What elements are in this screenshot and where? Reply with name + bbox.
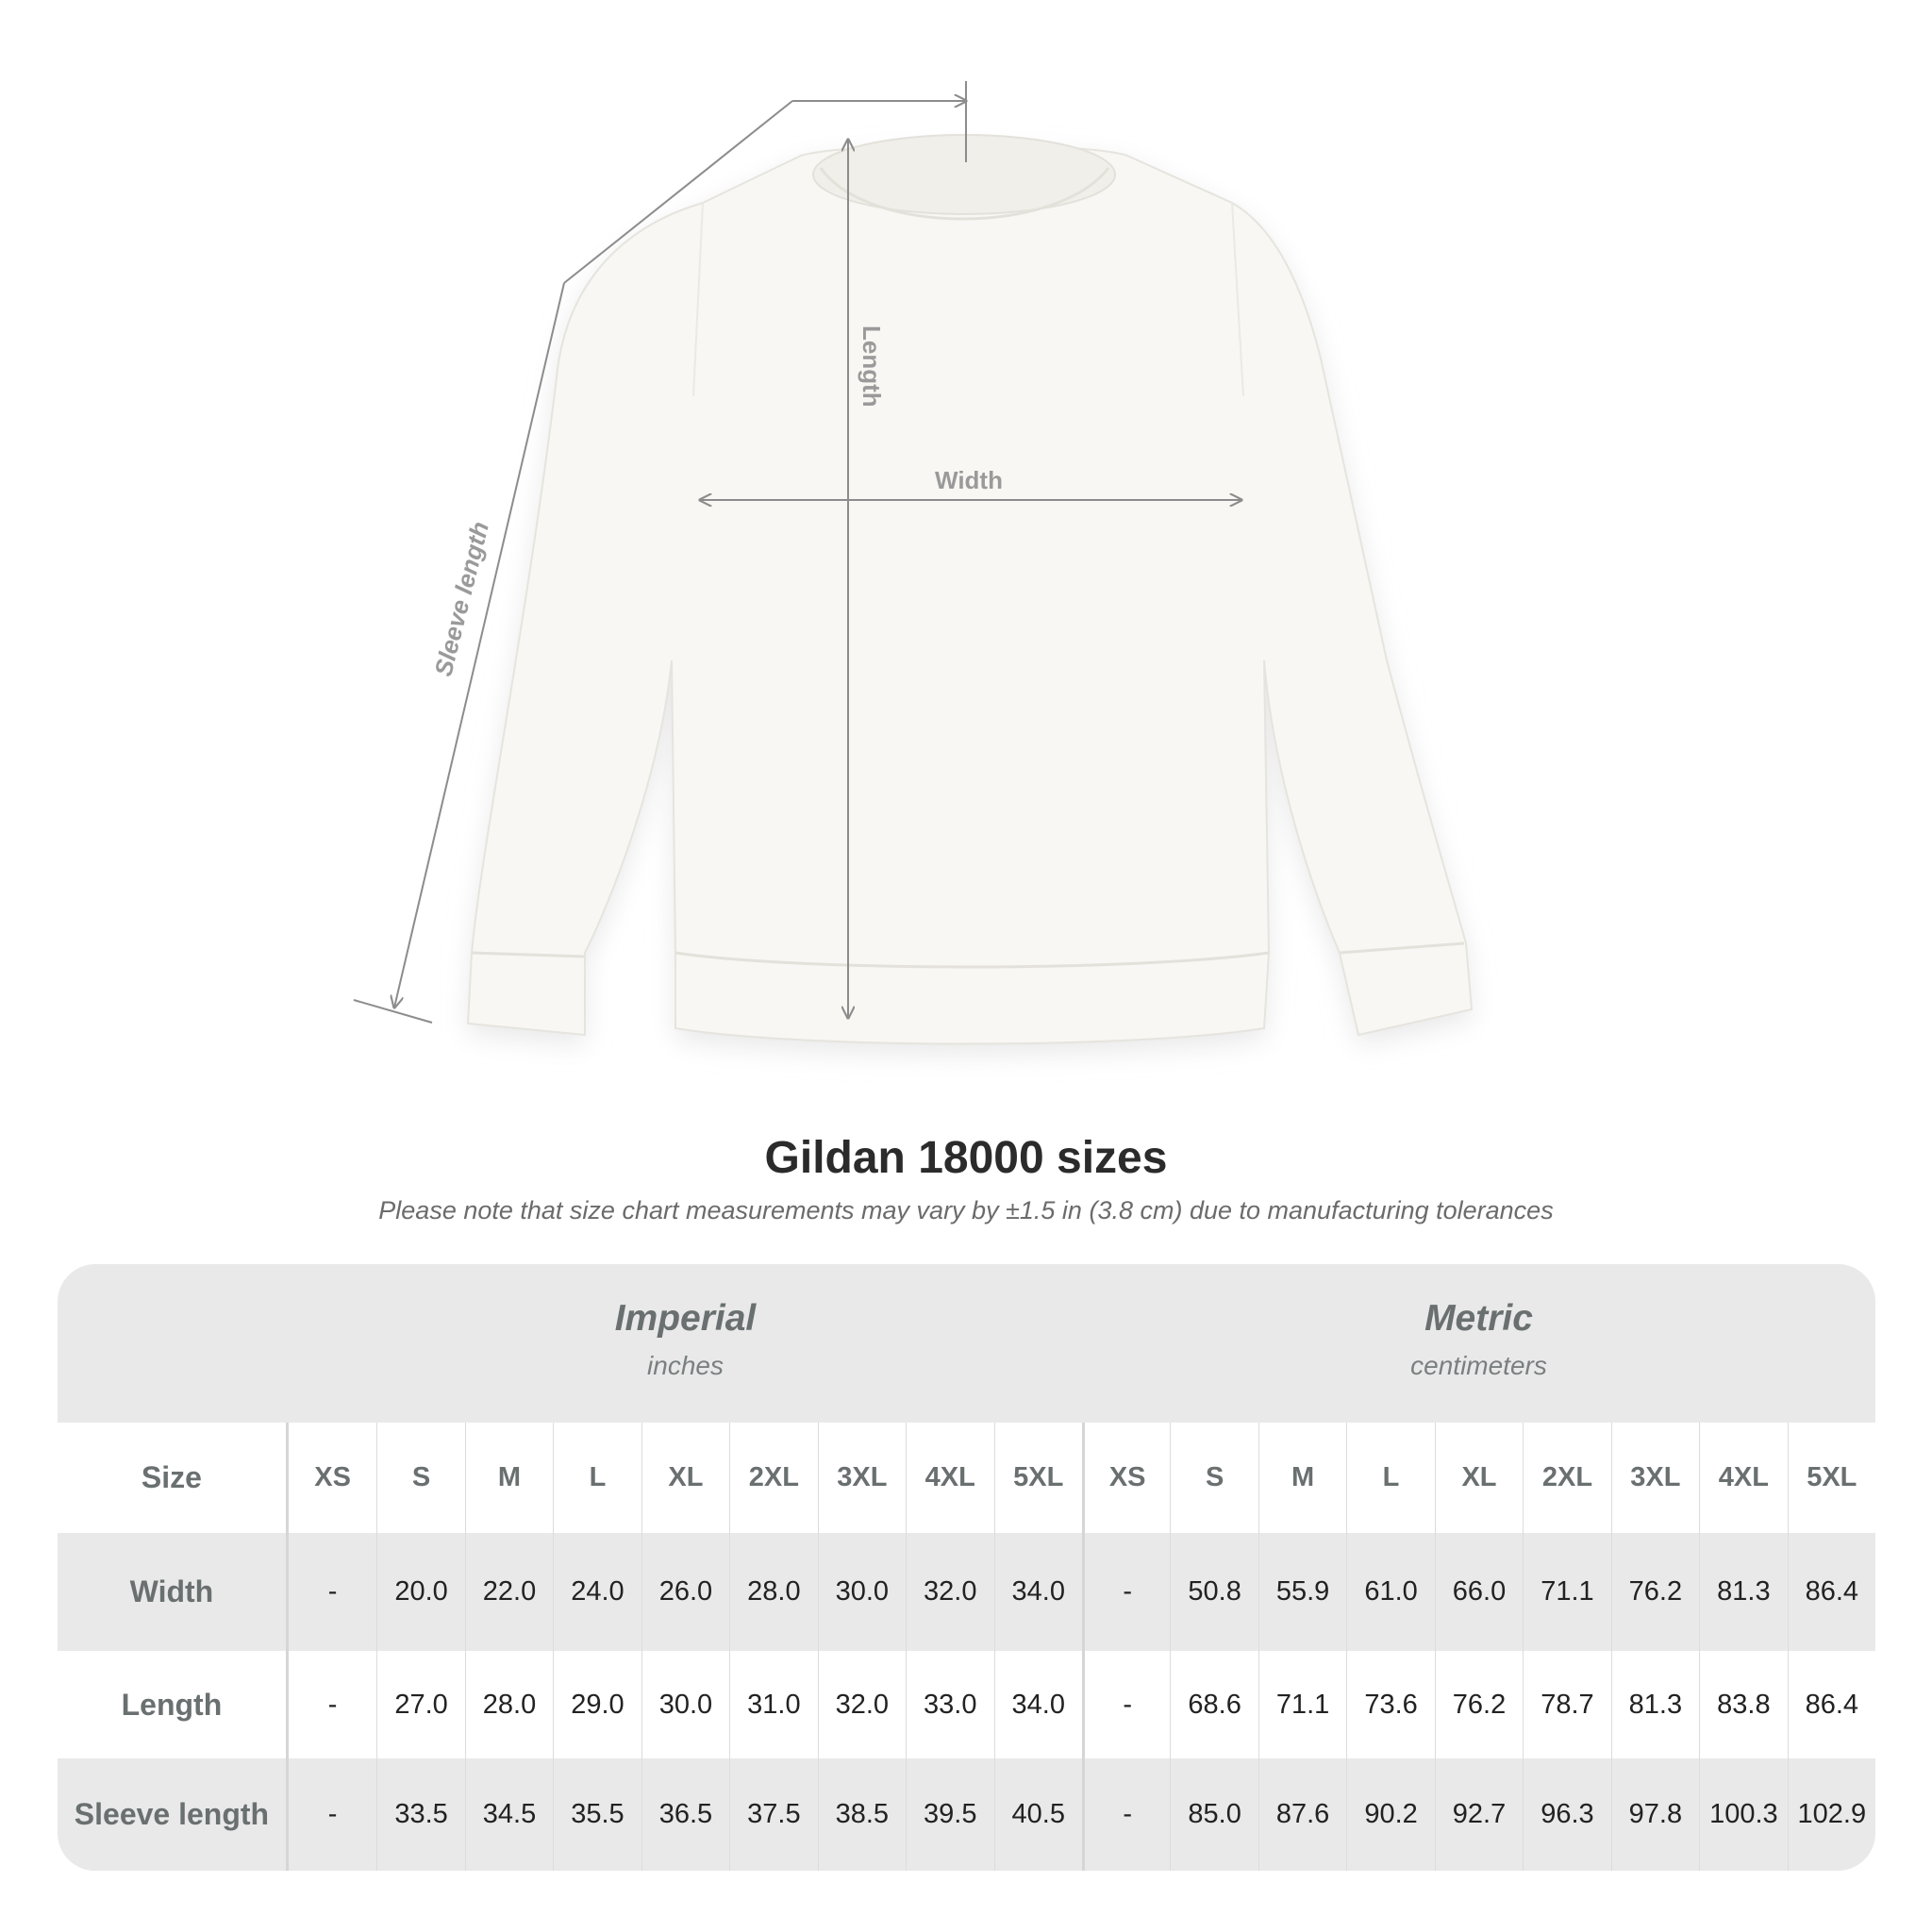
- size-header-cell: XS: [314, 1462, 351, 1492]
- table-row: Length -27.0 28.0 29.0 30.0 31.0 32.0 33.0 34.0-…: [58, 1651, 1875, 1758]
- metric-value-cell: 76.2: [1434, 1651, 1523, 1758]
- imperial-value-cell: 39.5: [906, 1758, 993, 1871]
- imperial-header: Imperial inches: [289, 1264, 1082, 1423]
- metric-value-cell: 78.7: [1523, 1651, 1610, 1758]
- metric-value-cell: 92.7: [1434, 1758, 1523, 1871]
- imperial-value-cell: 20.0: [376, 1533, 464, 1651]
- imperial-value-cell: 40.5: [993, 1758, 1082, 1871]
- metric-value-cell: 90.2: [1346, 1758, 1434, 1871]
- size-header-cell: 3XL: [817, 1423, 906, 1533]
- imperial-value-cell: 26.0: [641, 1533, 729, 1651]
- imperial-value-cell: 33.5: [376, 1758, 464, 1871]
- metric-value-cell: 73.6: [1346, 1651, 1434, 1758]
- size-header-cell: 3XL: [1610, 1423, 1699, 1533]
- row-label: Width: [58, 1533, 289, 1651]
- metric-value-cell: 81.3: [1610, 1651, 1699, 1758]
- size-header-cell: 5XL: [993, 1423, 1082, 1533]
- size-header-cell: XL: [1434, 1423, 1523, 1533]
- size-header-cell: L: [553, 1423, 641, 1533]
- metric-value-cell: -: [1081, 1651, 1170, 1758]
- metric-value-cell: 83.8: [1699, 1651, 1787, 1758]
- imperial-value-cell: 32.0: [817, 1651, 906, 1758]
- metric-value-cell: 96.3: [1523, 1758, 1610, 1871]
- metric-value-cell: 50.8: [1170, 1533, 1257, 1651]
- size-header-row: Size XS S M L XL 2XL 3XL 4XL 5XL XS S M L XL 2XL 3XL 4XL 5…: [58, 1423, 1875, 1533]
- imperial-value-cell: -: [327, 1799, 338, 1829]
- size-header-cell: 2XL: [729, 1423, 817, 1533]
- size-header-cell: XS: [1081, 1423, 1170, 1533]
- size-header-cell: 2XL: [1523, 1423, 1610, 1533]
- imperial-value-cell: 27.0: [376, 1651, 464, 1758]
- size-header-cell: M: [1257, 1423, 1346, 1533]
- imperial-value-cell: 30.0: [817, 1533, 906, 1651]
- dimension-lines: [353, 81, 1241, 1024]
- metric-value-cell: 68.6: [1170, 1651, 1257, 1758]
- size-header-cell: 4XL: [906, 1423, 993, 1533]
- imperial-value-cell: 34.0: [993, 1533, 1082, 1651]
- imperial-value-cell: 22.0: [464, 1533, 553, 1651]
- metric-value-cell: 86.4: [1787, 1533, 1875, 1651]
- sweatshirt-diagram: Length Width Sleeve length: [353, 81, 1474, 1054]
- imperial-label: Imperial: [614, 1298, 757, 1339]
- metric-value-cell: 102.9: [1787, 1758, 1875, 1871]
- metric-value-cell: 100.3: [1699, 1758, 1787, 1871]
- metric-value-cell: 76.2: [1610, 1533, 1699, 1651]
- size-header-cell: 4XL: [1699, 1423, 1787, 1533]
- width-label: Width: [935, 466, 1003, 494]
- metric-value-cell: 71.1: [1523, 1533, 1610, 1651]
- imperial-value-cell: 38.5: [817, 1758, 906, 1871]
- imperial-value-cell: 34.0: [993, 1651, 1082, 1758]
- imperial-value-cell: 28.0: [464, 1651, 553, 1758]
- table-row: Sleeve length - 33.5 34.5 35.5 36.5 37.5 38.5 39…: [58, 1758, 1875, 1871]
- sleeve-length-label: Sleeve length: [428, 519, 494, 679]
- size-header-cell: XL: [641, 1423, 729, 1533]
- metric-value-cell: 71.1: [1257, 1651, 1346, 1758]
- row-label: Sleeve length: [58, 1758, 289, 1871]
- imperial-value-cell: 33.0: [906, 1651, 993, 1758]
- tolerance-note: Please note that size chart measurements…: [378, 1196, 1554, 1224]
- table-row: Width -20.0 22.0 24.0 26.0 28.0 30.0 32.0 34.0-5…: [58, 1533, 1875, 1651]
- metric-value-cell: 97.8: [1610, 1758, 1699, 1871]
- metric-value-cell: -: [1081, 1533, 1170, 1651]
- imperial-value-cell: 35.5: [553, 1758, 641, 1871]
- row-label: Length: [58, 1651, 289, 1758]
- sweatshirt-image: [466, 134, 1474, 1054]
- size-header-cell: 5XL: [1787, 1423, 1875, 1533]
- metric-label: Metric: [1424, 1298, 1533, 1339]
- imperial-unit: inches: [647, 1351, 724, 1380]
- page-title: Gildan 18000 sizes: [764, 1133, 1168, 1183]
- imperial-value-cell: 28.0: [729, 1533, 817, 1651]
- metric-value-cell: -: [1081, 1758, 1170, 1871]
- size-header-cell: L: [1346, 1423, 1434, 1533]
- size-header-label: Size: [58, 1423, 289, 1533]
- imperial-value-cell: 29.0: [553, 1651, 641, 1758]
- size-header-cell: S: [376, 1423, 464, 1533]
- metric-value-cell: 61.0: [1346, 1533, 1434, 1651]
- metric-value-cell: 87.6: [1257, 1758, 1346, 1871]
- metric-value-cell: 81.3: [1699, 1533, 1787, 1651]
- metric-value-cell: 55.9: [1257, 1533, 1346, 1651]
- metric-value-cell: 66.0: [1434, 1533, 1523, 1651]
- size-header-cell: M: [464, 1423, 553, 1533]
- imperial-value-cell: 32.0: [906, 1533, 993, 1651]
- imperial-value-cell: -: [327, 1689, 338, 1720]
- size-header-cell: S: [1170, 1423, 1257, 1533]
- imperial-value-cell: 34.5: [464, 1758, 553, 1871]
- imperial-value-cell: 36.5: [641, 1758, 729, 1871]
- metric-value-cell: 86.4: [1787, 1651, 1875, 1758]
- size-chart-table: Imperial inches Metric centimeters Size X…: [58, 1264, 1875, 1871]
- metric-header: Metric centimeters: [1082, 1264, 1875, 1423]
- imperial-value-cell: 30.0: [641, 1651, 729, 1758]
- imperial-value-cell: 24.0: [553, 1533, 641, 1651]
- imperial-value-cell: 31.0: [729, 1651, 817, 1758]
- metric-unit: centimeters: [1410, 1351, 1547, 1380]
- imperial-value-cell: -: [327, 1576, 338, 1607]
- length-label: Length: [858, 325, 886, 408]
- imperial-value-cell: 37.5: [729, 1758, 817, 1871]
- metric-value-cell: 85.0: [1170, 1758, 1257, 1871]
